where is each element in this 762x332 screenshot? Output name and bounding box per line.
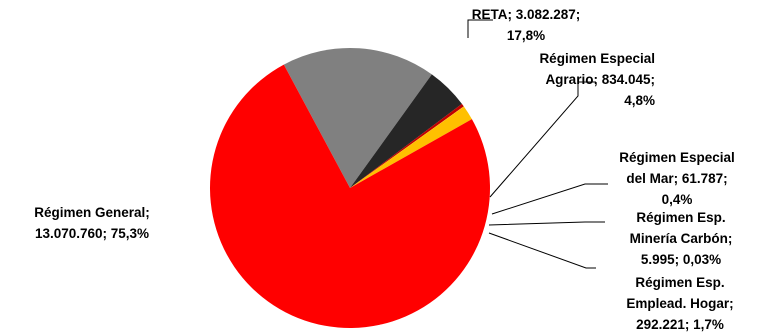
slice-label-line: Régimen Especial — [539, 51, 655, 66]
slice-label-line: Régimen Esp. — [635, 275, 724, 290]
slice-labels: Régimen General; 13.070.760; 75,3% RETA; 3… — [34, 7, 735, 332]
slice-label-5: Régimen Esp. Emplead. Hogar; 292.221; 1,7% — [626, 275, 733, 332]
leader-line-4 — [488, 221, 605, 226]
slice-label-line: 292.221; 1,7% — [636, 317, 724, 332]
leader-line-5 — [488, 232, 596, 269]
pie-slice-1 — [283, 47, 432, 188]
slice-label-line: del Mar; 61.787; — [626, 171, 727, 186]
leader-line-1 — [467, 19, 493, 38]
slice-label-line: Minería Carbón; — [630, 231, 733, 246]
slice-label-0: Régimen General; 13.070.760; 75,3% — [34, 205, 150, 241]
slice-label-2: Régimen Especial Agrario; 834.045; 4,8% — [539, 51, 655, 108]
slice-label-line: 5.995; 0,03% — [641, 252, 721, 267]
pie-slice-5 — [350, 106, 472, 188]
slice-label-line: 0,4% — [662, 192, 693, 207]
slice-label-line: Régimen General; — [34, 205, 150, 220]
leader-line-2 — [489, 81, 596, 198]
slice-label-line: Emplead. Hogar; — [626, 296, 733, 311]
slice-label-line: 17,8% — [507, 28, 545, 43]
pie-slice-3 — [350, 103, 464, 188]
slice-label-line: Agrario; 834.045; — [545, 72, 655, 87]
slice-label-3: Régimen Especial del Mar; 61.787; 0,4% — [619, 150, 735, 207]
slice-label-line: 13.070.760; 75,3% — [35, 226, 149, 241]
pie-slice-4 — [350, 106, 464, 188]
leader-line-3 — [491, 183, 608, 215]
slice-label-line: Régimen Especial — [619, 150, 735, 165]
pie-slices — [209, 47, 490, 329]
slice-label-1: RETA; 3.082.287; 17,8% — [472, 7, 581, 43]
leader-lines — [467, 19, 608, 269]
pie-slice-2 — [350, 74, 462, 188]
slice-label-line: Régimen Esp. — [636, 210, 725, 225]
slice-label-4: Régimen Esp. Minería Carbón; 5.995; 0,03% — [630, 210, 733, 267]
slice-label-line: 4,8% — [624, 93, 655, 108]
pie-slice-0 — [209, 64, 490, 329]
slice-label-line: RETA; 3.082.287; — [472, 7, 581, 22]
